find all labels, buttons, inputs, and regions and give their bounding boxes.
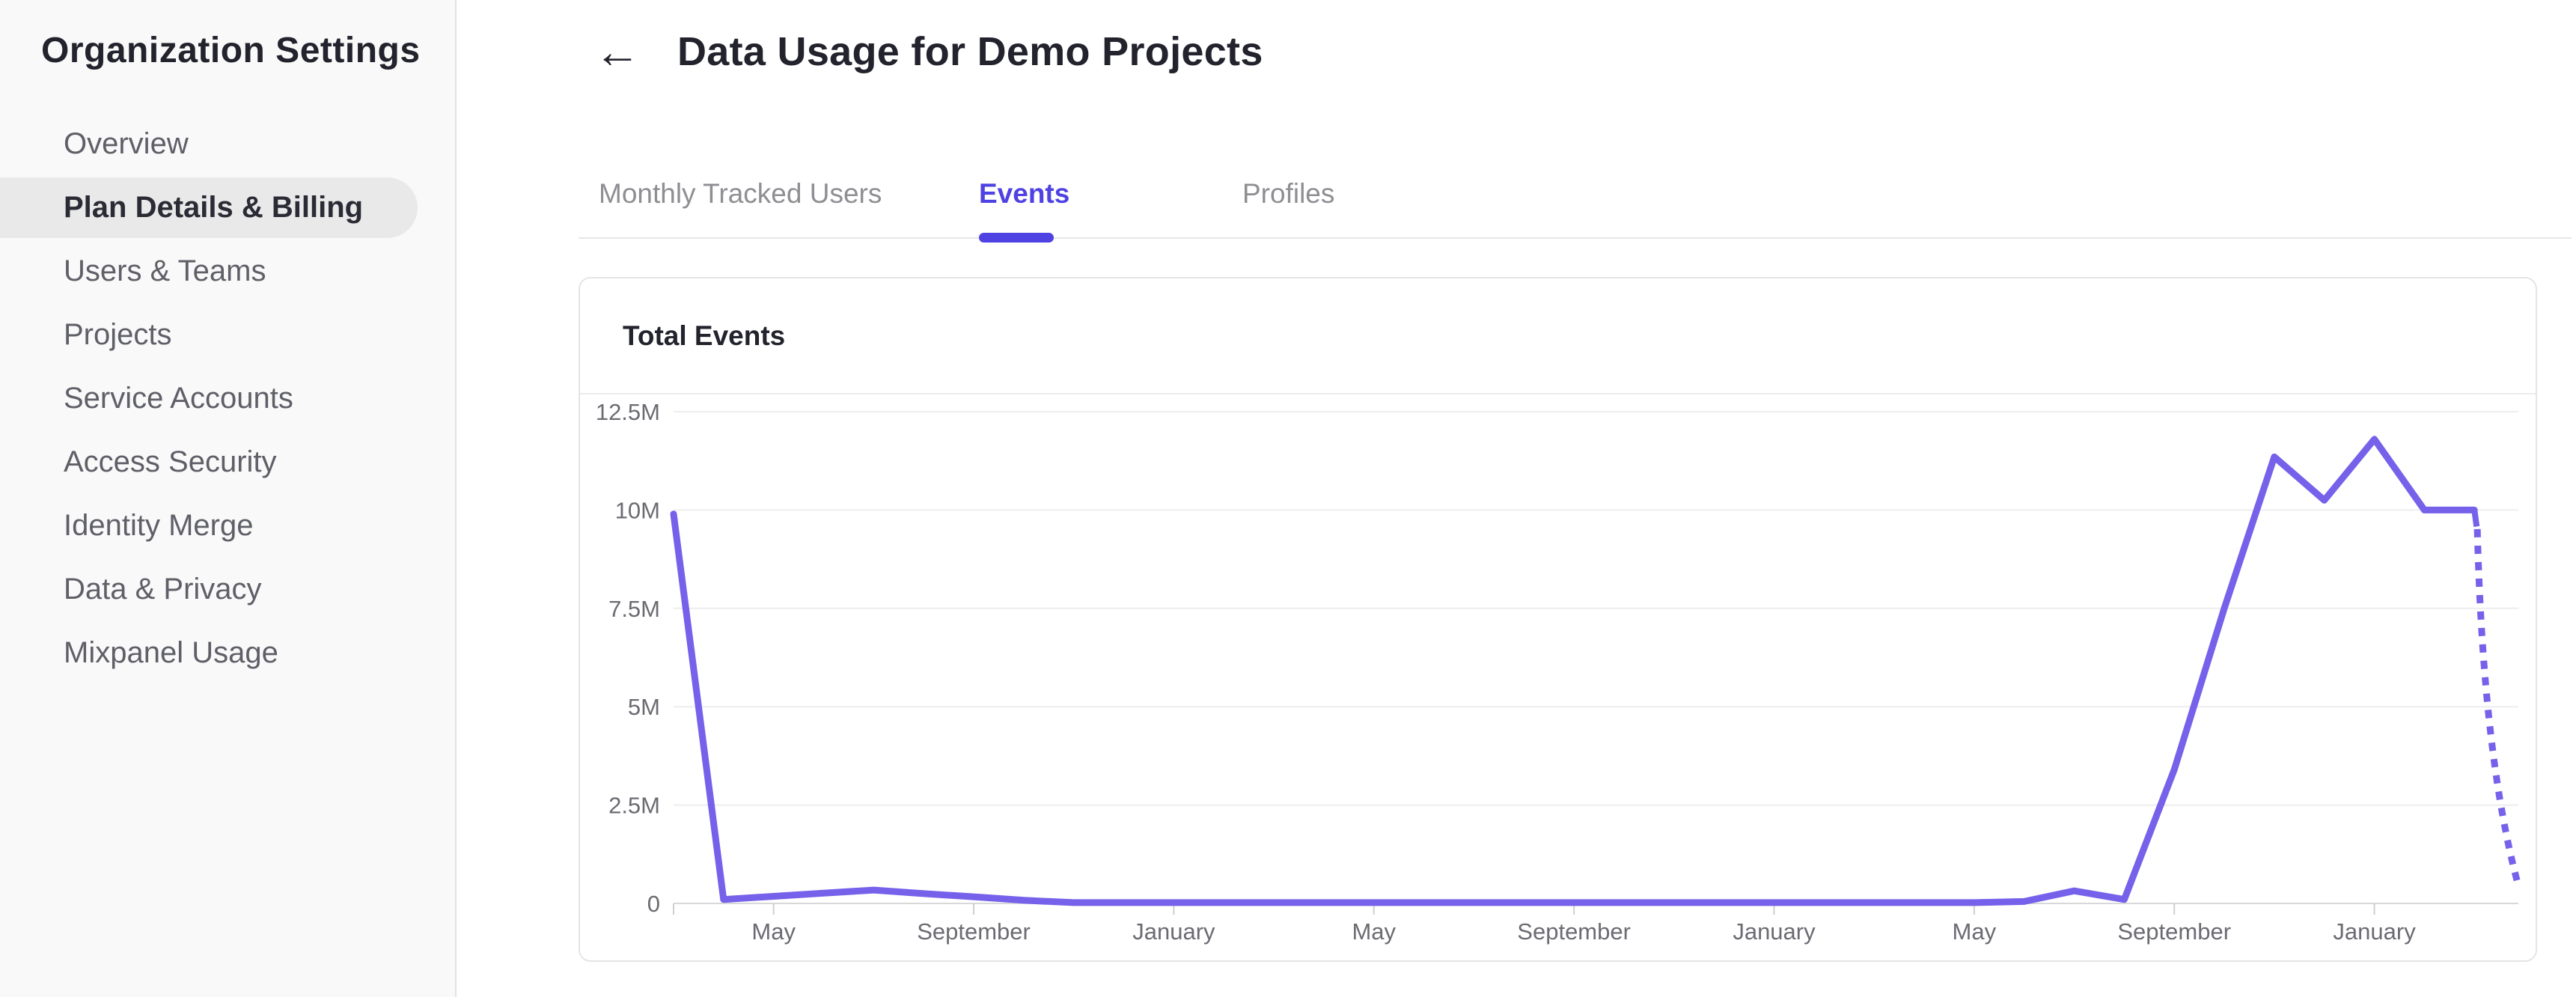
tab-events[interactable]: Events xyxy=(979,177,1070,209)
x-axis-tick-label: September xyxy=(2117,918,2231,945)
active-tab-underline xyxy=(979,233,1054,243)
projection-dotted-line xyxy=(2473,528,2523,890)
total-events-line xyxy=(670,436,2478,906)
back-button[interactable]: ← xyxy=(587,22,647,82)
x-axis-tick-label: January xyxy=(1733,918,1816,945)
y-axis-tick-label: 10M xyxy=(615,497,660,523)
selected-pill xyxy=(0,177,418,238)
sidebar-item-plan-details-billing[interactable]: Plan Details & Billing xyxy=(0,176,457,240)
y-axis-tick-label: 2.5M xyxy=(608,793,660,819)
total-events-card: Total Events 12.5M 10M 7.5M 5M 2.5M 0 May Septe… xyxy=(579,277,2537,962)
line-chart-canvas[interactable]: 12.5M 10M 7.5M 5M 2.5M 0 May September January Ma… xyxy=(580,394,2536,960)
x-axis-tick-label: May xyxy=(751,918,796,945)
data-usage-tabbar: Monthly Tracked Users Events Profiles xyxy=(579,150,2572,243)
sidebar-item-overview[interactable]: Overview xyxy=(64,127,189,160)
card-title: Total Events xyxy=(623,320,786,351)
sidebar-item-service-accounts[interactable]: Service Accounts xyxy=(64,382,293,415)
sidebar-title: Organization Settings xyxy=(41,31,421,70)
x-axis-tick-label: January xyxy=(2333,918,2416,945)
card-header: Total Events xyxy=(580,278,2536,394)
back-arrow-icon: ← xyxy=(594,26,641,78)
tab-profiles[interactable]: Profiles xyxy=(1242,177,1335,209)
x-axis-tick-label: May xyxy=(1352,918,1396,945)
total-events-chart: 12.5M 10M 7.5M 5M 2.5M 0 May September January Ma… xyxy=(580,394,2536,960)
page-title: Data Usage for Demo Projects xyxy=(677,29,1263,74)
sidebar-item-identity-merge[interactable]: Identity Merge xyxy=(64,509,254,542)
sidebar: Organization Settings Overview Plan Deta… xyxy=(0,0,457,997)
y-axis-tick-label: 12.5M xyxy=(596,399,660,425)
x-axis-tick-label: January xyxy=(1132,918,1215,945)
sidebar-item-users-teams[interactable]: Users & Teams xyxy=(64,254,266,287)
tab-monthly-tracked-users[interactable]: Monthly Tracked Users xyxy=(599,177,882,209)
sidebar-item-mixpanel-usage[interactable]: Mixpanel Usage xyxy=(64,636,278,669)
x-axis-tick-label: September xyxy=(917,918,1031,945)
projection-start-nub xyxy=(2471,509,2480,527)
sidebar-item-access-security[interactable]: Access Security xyxy=(64,445,277,478)
y-axis-tick-label: 5M xyxy=(628,694,660,720)
x-axis-tick-label: May xyxy=(1953,918,1997,945)
y-axis-tick-label: 0 xyxy=(647,891,660,917)
y-axis-tick-label: 7.5M xyxy=(608,596,660,622)
x-axis-tick-label: September xyxy=(1517,918,1631,945)
sidebar-item-projects[interactable]: Projects xyxy=(64,318,172,351)
sidebar-item-data-privacy[interactable]: Data & Privacy xyxy=(64,573,262,606)
